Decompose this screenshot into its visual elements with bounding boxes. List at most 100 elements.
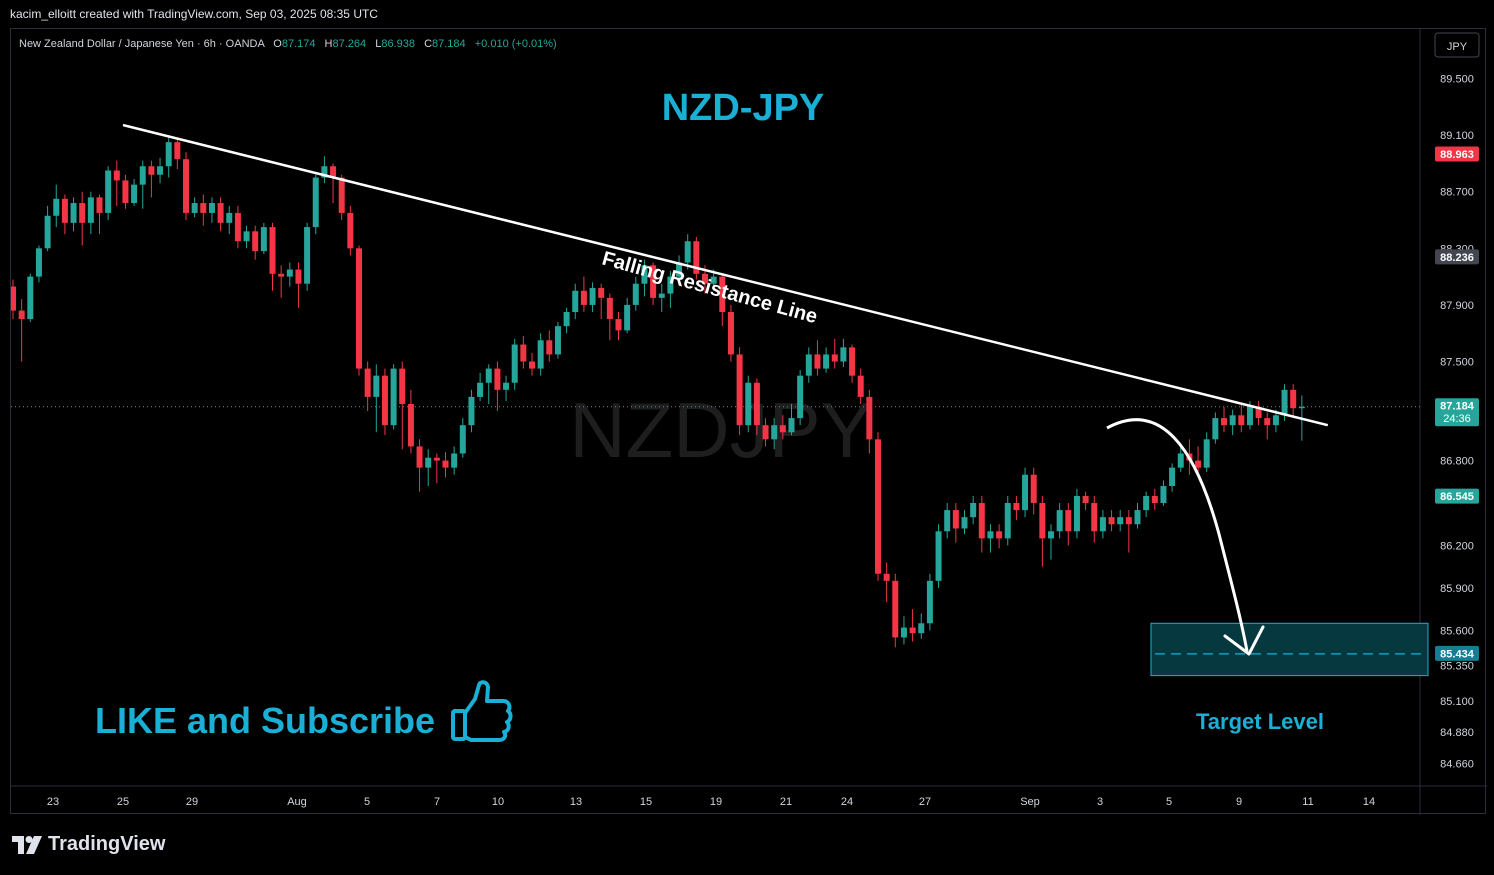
- candle-body[interactable]: [1221, 418, 1227, 426]
- falling-resistance-line[interactable]: [122, 123, 1329, 427]
- candle-body[interactable]: [1246, 406, 1253, 426]
- candle-body[interactable]: [658, 293, 665, 298]
- candle-body[interactable]: [563, 311, 570, 327]
- candle-body[interactable]: [615, 319, 622, 331]
- candle-body[interactable]: [1143, 495, 1150, 511]
- candle-body[interactable]: [1212, 418, 1219, 440]
- candle-body[interactable]: [537, 340, 544, 369]
- candle-body[interactable]: [641, 265, 648, 284]
- time-axis[interactable]: 23 25 29 Aug 5 7 10 13 15 19 21 24 27 Sep 3 5 9 11 14: [47, 796, 1375, 808]
- candle-body[interactable]: [1281, 389, 1288, 416]
- candle-body[interactable]: [589, 287, 596, 305]
- candle-body[interactable]: [1125, 517, 1132, 525]
- candle-body[interactable]: [745, 382, 752, 426]
- candle-body[interactable]: [269, 227, 276, 274]
- candle-body[interactable]: [840, 347, 847, 362]
- candle-body[interactable]: [624, 304, 631, 331]
- candle-body[interactable]: [883, 573, 890, 581]
- candle-body[interactable]: [944, 510, 951, 532]
- candle-body[interactable]: [970, 503, 977, 518]
- chart-panel[interactable]: NZDJPY New Zealand Dollar / Japanese Yen…: [10, 28, 1487, 815]
- candle-body[interactable]: [667, 276, 674, 294]
- candle-body[interactable]: [35, 248, 42, 277]
- candle-body[interactable]: [79, 203, 86, 223]
- candle-body[interactable]: [1134, 510, 1141, 525]
- candle-body[interactable]: [580, 290, 587, 305]
- candle-body[interactable]: [1169, 467, 1176, 487]
- candle-body[interactable]: [157, 166, 164, 175]
- candle-body[interactable]: [44, 215, 51, 249]
- candle-body[interactable]: [1065, 510, 1072, 532]
- candle-body[interactable]: [364, 368, 371, 397]
- candle-body[interactable]: [779, 425, 786, 433]
- candle-body[interactable]: [1151, 495, 1158, 504]
- candle-body[interactable]: [1290, 389, 1297, 409]
- candle-body[interactable]: [1177, 453, 1184, 468]
- candle-body[interactable]: [693, 241, 700, 274]
- candle-body[interactable]: [312, 177, 319, 228]
- candle-body[interactable]: [494, 368, 501, 390]
- candle-body[interactable]: [70, 203, 77, 223]
- candle-body[interactable]: [727, 311, 734, 355]
- candle-body[interactable]: [952, 510, 959, 529]
- candle-body[interactable]: [797, 375, 804, 419]
- candle-body[interactable]: [1229, 415, 1236, 426]
- candle-body[interactable]: [849, 347, 856, 376]
- candle-body[interactable]: [105, 170, 112, 213]
- candle-body[interactable]: [200, 203, 207, 213]
- candle-body[interactable]: [468, 396, 475, 426]
- candle-body[interactable]: [935, 531, 942, 581]
- candle-body[interactable]: [831, 354, 838, 362]
- candle-body[interactable]: [788, 418, 795, 433]
- candle-body[interactable]: [1272, 415, 1279, 426]
- candle-body[interactable]: [477, 382, 484, 397]
- candle-body[interactable]: [1004, 503, 1011, 539]
- candle-body[interactable]: [676, 262, 683, 277]
- candle-body[interactable]: [347, 212, 354, 249]
- target-zone[interactable]: [1150, 622, 1429, 677]
- candle-body[interactable]: [295, 269, 302, 284]
- candle-body[interactable]: [1030, 474, 1037, 504]
- candle-body[interactable]: [286, 269, 293, 277]
- candle-body[interactable]: [503, 382, 510, 390]
- candle-body[interactable]: [243, 231, 250, 242]
- candle-body[interactable]: [208, 203, 215, 213]
- candle-body[interactable]: [1117, 517, 1124, 525]
- candle-body[interactable]: [823, 354, 830, 369]
- candle-body[interactable]: [217, 203, 224, 223]
- candle-body[interactable]: [433, 457, 440, 461]
- candle-body[interactable]: [390, 368, 397, 426]
- currency-button[interactable]: JPY: [1434, 32, 1480, 58]
- candle-body[interactable]: [1048, 531, 1054, 539]
- candle-body[interactable]: [165, 142, 172, 167]
- candle-body[interactable]: [260, 227, 267, 252]
- candle-body[interactable]: [485, 368, 492, 383]
- candle-body[interactable]: [234, 212, 241, 242]
- candle-body[interactable]: [459, 425, 466, 454]
- candle-body[interactable]: [598, 287, 605, 298]
- price-axis[interactable]: 89.50089.10088.70088.30087.90087.50086.8…: [1440, 74, 1474, 771]
- candle-body[interactable]: [1082, 495, 1089, 504]
- candle-body[interactable]: [27, 276, 34, 320]
- candle-body[interactable]: [909, 627, 916, 634]
- candle-body[interactable]: [702, 273, 708, 284]
- candle-body[interactable]: [11, 286, 16, 311]
- candle-body[interactable]: [1099, 517, 1106, 532]
- candle-body[interactable]: [875, 439, 881, 574]
- candle-body[interactable]: [1039, 503, 1046, 539]
- candle-body[interactable]: [900, 627, 907, 638]
- candle-body[interactable]: [857, 375, 864, 397]
- candle-body[interactable]: [338, 177, 345, 213]
- candle-body[interactable]: [1073, 495, 1080, 532]
- candle-body[interactable]: [529, 361, 535, 369]
- candle-body[interactable]: [771, 425, 778, 440]
- candle-body[interactable]: [18, 310, 25, 320]
- candle-body[interactable]: [356, 248, 362, 369]
- candle-body[interactable]: [113, 170, 120, 181]
- candle-body[interactable]: [1056, 510, 1063, 532]
- candle-body[interactable]: [892, 580, 899, 638]
- candle-body[interactable]: [650, 265, 657, 298]
- candle-body[interactable]: [252, 231, 259, 252]
- candle-body[interactable]: [131, 184, 138, 204]
- candle-body[interactable]: [710, 276, 717, 284]
